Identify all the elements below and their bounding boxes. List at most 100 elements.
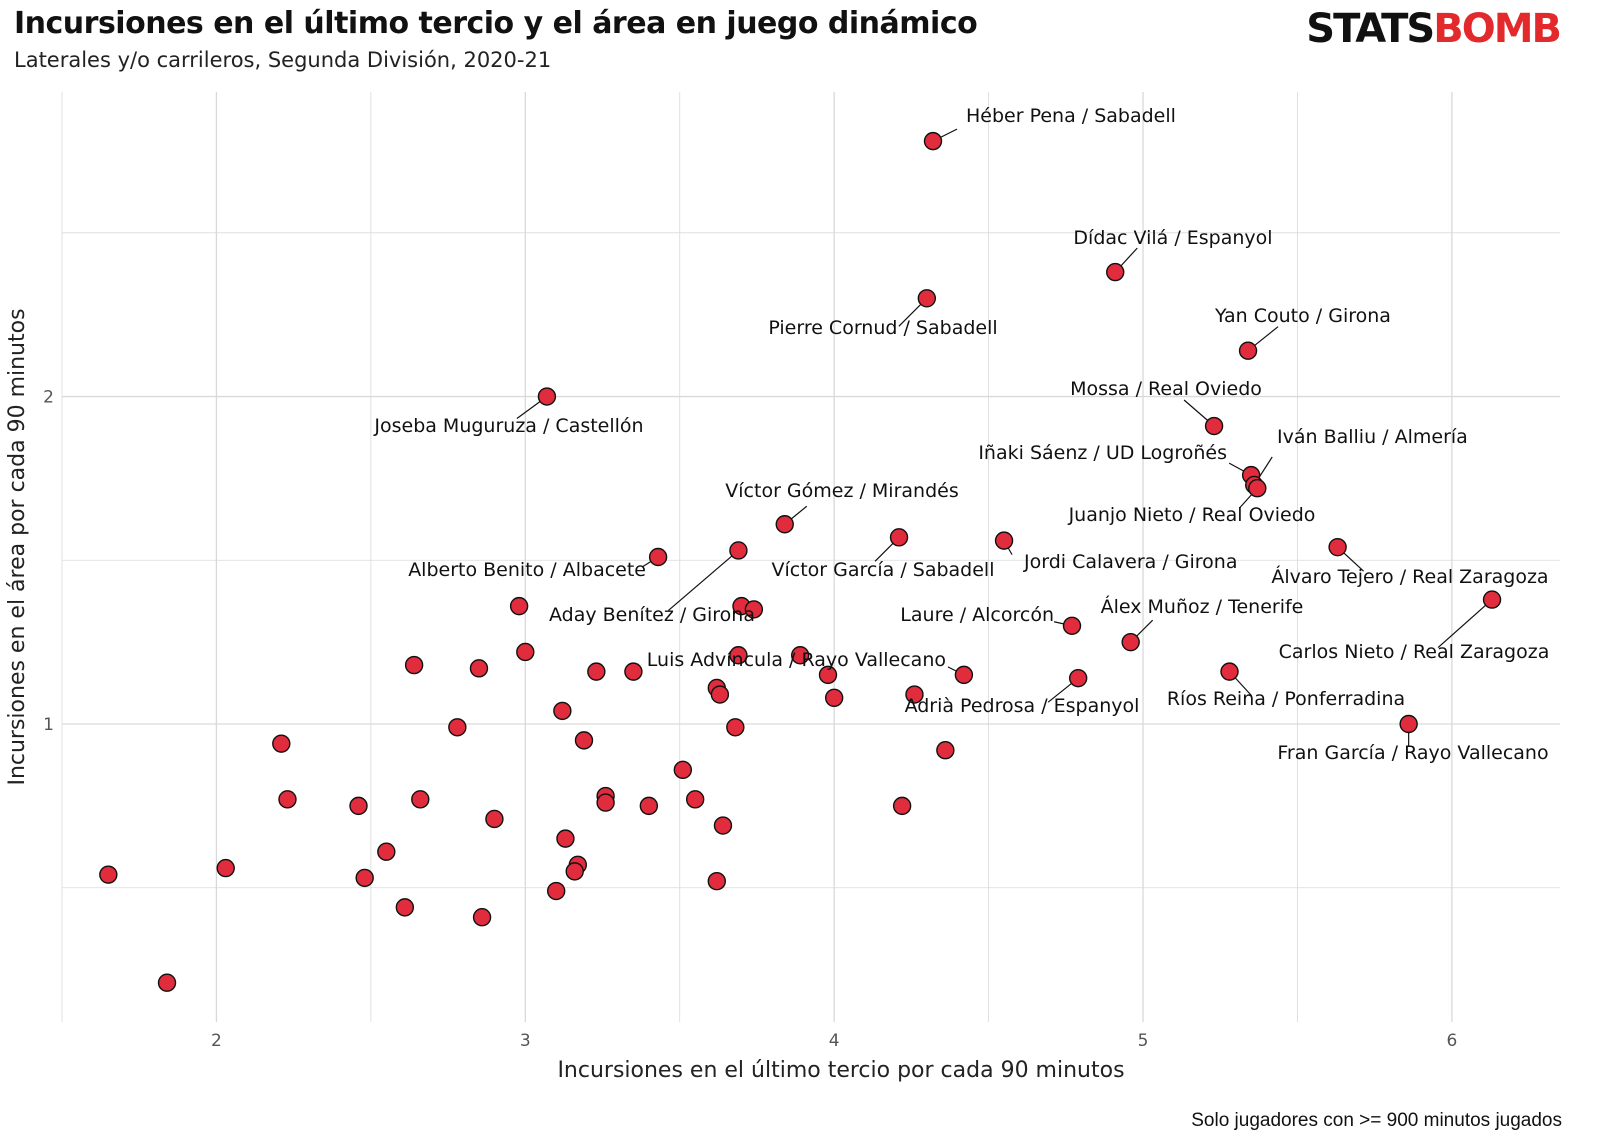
point-label: Joseba Muguruza / Castellón bbox=[373, 415, 643, 437]
point-label: Yan Couto / Girona bbox=[1214, 305, 1391, 327]
point-label: Ríos Reina / Ponferradina bbox=[1167, 688, 1405, 710]
data-point bbox=[1220, 662, 1239, 681]
data-point bbox=[448, 718, 467, 737]
data-point bbox=[639, 796, 659, 816]
data-point bbox=[1106, 262, 1125, 282]
chart-caption: Solo jugadores con >= 900 minutos jugado… bbox=[1191, 1110, 1562, 1131]
data-point bbox=[744, 600, 764, 619]
data-point bbox=[892, 796, 912, 816]
point-label: Héber Pena / Sabadell bbox=[966, 105, 1176, 127]
data-point bbox=[818, 665, 838, 685]
logo-text-bomb: BOMB bbox=[1433, 6, 1562, 52]
data-point bbox=[349, 796, 368, 816]
data-point bbox=[1238, 341, 1258, 360]
data-point bbox=[1068, 668, 1088, 688]
data-point bbox=[917, 289, 937, 308]
data-point bbox=[546, 881, 566, 901]
point-label: Víctor Gómez / Mirandés bbox=[725, 480, 958, 502]
point-label: Iñaki Sáenz / UD Logroñés bbox=[978, 442, 1227, 464]
x-tick-label: 6 bbox=[1446, 1031, 1457, 1051]
data-point bbox=[272, 734, 291, 753]
data-point bbox=[99, 865, 118, 884]
axis-ticks: 2 3 4 5 6 1 2 bbox=[43, 388, 1457, 1051]
data-point bbox=[537, 387, 557, 406]
data-point bbox=[1248, 479, 1267, 498]
data-point bbox=[404, 655, 424, 675]
data-point bbox=[516, 642, 535, 662]
data-point bbox=[936, 741, 955, 760]
data-point bbox=[574, 731, 594, 750]
point-label: Laure / Alcorcón bbox=[900, 604, 1054, 626]
data-point bbox=[596, 793, 615, 812]
data-point bbox=[1121, 632, 1140, 652]
data-point bbox=[729, 541, 748, 560]
data-point bbox=[824, 688, 844, 708]
data-point bbox=[411, 790, 430, 809]
x-tick-label: 2 bbox=[211, 1031, 222, 1051]
data-point bbox=[216, 858, 235, 878]
point-label: Dídac Vilá / Espanyol bbox=[1073, 227, 1272, 249]
data-point bbox=[923, 131, 943, 151]
point-label: Alberto Benito / Albacete bbox=[408, 559, 646, 581]
data-point bbox=[994, 531, 1014, 550]
point-label: Víctor García / Sabadell bbox=[772, 559, 995, 581]
chart-subtitle: Laterales y/o carrileros, Segunda Divisi… bbox=[14, 48, 552, 72]
data-point bbox=[889, 528, 909, 547]
data-point bbox=[685, 790, 705, 809]
point-label: Álvaro Tejero / Real Zaragoza bbox=[1271, 565, 1548, 588]
point-label: Mossa / Real Oviedo bbox=[1070, 378, 1262, 400]
y-tick-label: 1 bbox=[43, 715, 54, 735]
data-point bbox=[1204, 416, 1224, 436]
data-point bbox=[565, 862, 584, 881]
point-label: Aday Benítez / Girona bbox=[549, 604, 755, 626]
data-point bbox=[553, 701, 572, 721]
data-point bbox=[710, 685, 730, 704]
data-point bbox=[472, 908, 492, 927]
label-leader-line bbox=[1437, 599, 1493, 649]
data-point bbox=[469, 659, 489, 678]
point-label: Pierre Cornud / Sabadell bbox=[768, 317, 997, 339]
data-point bbox=[775, 515, 794, 534]
data-point bbox=[726, 718, 745, 737]
data-point bbox=[157, 973, 177, 992]
x-axis-title: Incursiones en el último tercio por cada… bbox=[557, 1058, 1124, 1083]
data-point bbox=[377, 842, 396, 861]
point-label: Álex Muñoz / Tenerife bbox=[1101, 595, 1304, 618]
data-point bbox=[707, 871, 726, 891]
data-point bbox=[673, 760, 693, 780]
point-label: Juanjo Nieto / Real Oviedo bbox=[1068, 504, 1316, 526]
point-label: Fran García / Rayo Vallecano bbox=[1277, 742, 1548, 764]
point-labels: Héber Pena / Sabadell Dídac Vilá / Espany… bbox=[373, 105, 1549, 764]
data-point bbox=[1062, 616, 1082, 635]
y-axis-title: Incursiones en el área por cada 90 minut… bbox=[5, 308, 30, 785]
data-point bbox=[485, 809, 504, 829]
point-label: Adrià Pedrosa / Espanyol bbox=[905, 695, 1140, 717]
point-label: Iván Balliu / Almería bbox=[1277, 426, 1468, 448]
data-point bbox=[729, 646, 748, 665]
data-point bbox=[278, 790, 297, 809]
data-point bbox=[790, 646, 810, 665]
x-tick-label: 4 bbox=[829, 1031, 840, 1051]
data-point bbox=[905, 685, 924, 704]
data-point bbox=[954, 665, 974, 685]
x-tick-label: 5 bbox=[1138, 1031, 1149, 1051]
chart-title: Incursiones en el último tercio y el áre… bbox=[14, 6, 978, 41]
point-label: Luis Advíncula / Rayo Vallecano bbox=[647, 649, 946, 671]
point-label: Jordi Calavera / Girona bbox=[1023, 551, 1238, 573]
label-leader-line bbox=[668, 549, 739, 611]
logo-text-stats: STATS bbox=[1306, 6, 1435, 52]
data-points bbox=[99, 131, 1502, 992]
data-point bbox=[648, 547, 668, 567]
data-point bbox=[1399, 714, 1418, 734]
y-tick-label: 2 bbox=[43, 388, 54, 408]
data-point bbox=[509, 596, 529, 616]
data-point bbox=[624, 662, 643, 681]
data-point bbox=[1482, 590, 1502, 609]
data-point bbox=[587, 662, 606, 681]
data-point bbox=[1328, 537, 1347, 557]
data-point bbox=[556, 829, 575, 848]
data-point bbox=[713, 816, 733, 835]
x-tick-label: 3 bbox=[520, 1031, 531, 1051]
data-point bbox=[355, 868, 374, 888]
